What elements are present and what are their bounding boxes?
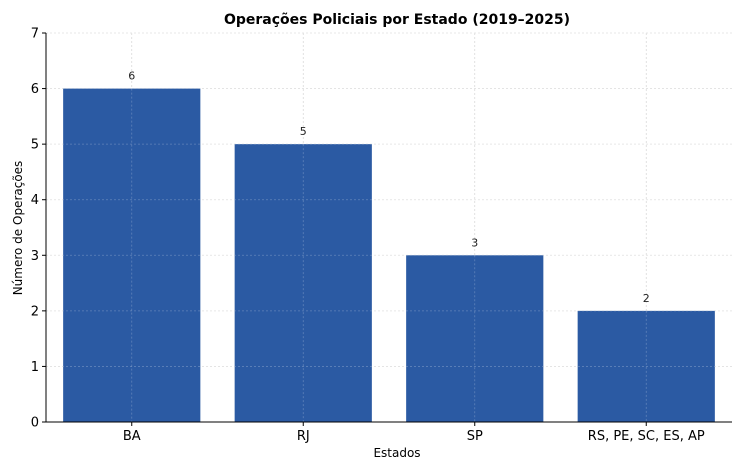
y-tick-label: 2 bbox=[31, 304, 39, 319]
y-tick-label: 0 bbox=[31, 416, 39, 431]
bar-ba bbox=[63, 88, 201, 423]
y-tick-label: 3 bbox=[31, 249, 39, 264]
data-label: 2 bbox=[643, 292, 650, 305]
y-tick-label: 5 bbox=[31, 138, 39, 153]
data-label: 5 bbox=[300, 125, 307, 138]
y-tick-label: 4 bbox=[31, 193, 39, 208]
bars-layer bbox=[63, 88, 715, 423]
bar-sp bbox=[406, 255, 544, 422]
y-axis-label: Número de Operações bbox=[11, 161, 25, 296]
bar-rj bbox=[234, 144, 372, 422]
axes-layer: 0 1 2 3 4 5 6 7 BA RJ SP RS, PE, SC, ES, AP bbox=[31, 27, 732, 444]
data-label: 6 bbox=[128, 70, 135, 83]
chart-title: Operações Policiais por Estado (2019–202… bbox=[224, 12, 570, 28]
data-labels-layer: 6 5 3 2 bbox=[46, 32, 732, 423]
y-tick-label: 7 bbox=[31, 27, 39, 42]
x-tick-label: RS, PE, SC, ES, AP bbox=[588, 429, 705, 444]
data-label: 3 bbox=[471, 236, 478, 249]
x-tick-label: BA bbox=[123, 429, 141, 444]
x-axis-label: Estados bbox=[373, 446, 420, 459]
x-tick-label: SP bbox=[467, 429, 483, 444]
y-tick-label: 1 bbox=[31, 360, 39, 375]
x-tick-label: RJ bbox=[297, 429, 310, 444]
y-tick-label: 6 bbox=[31, 82, 39, 97]
bar-rs-pe-sc-es-ap bbox=[577, 310, 715, 422]
